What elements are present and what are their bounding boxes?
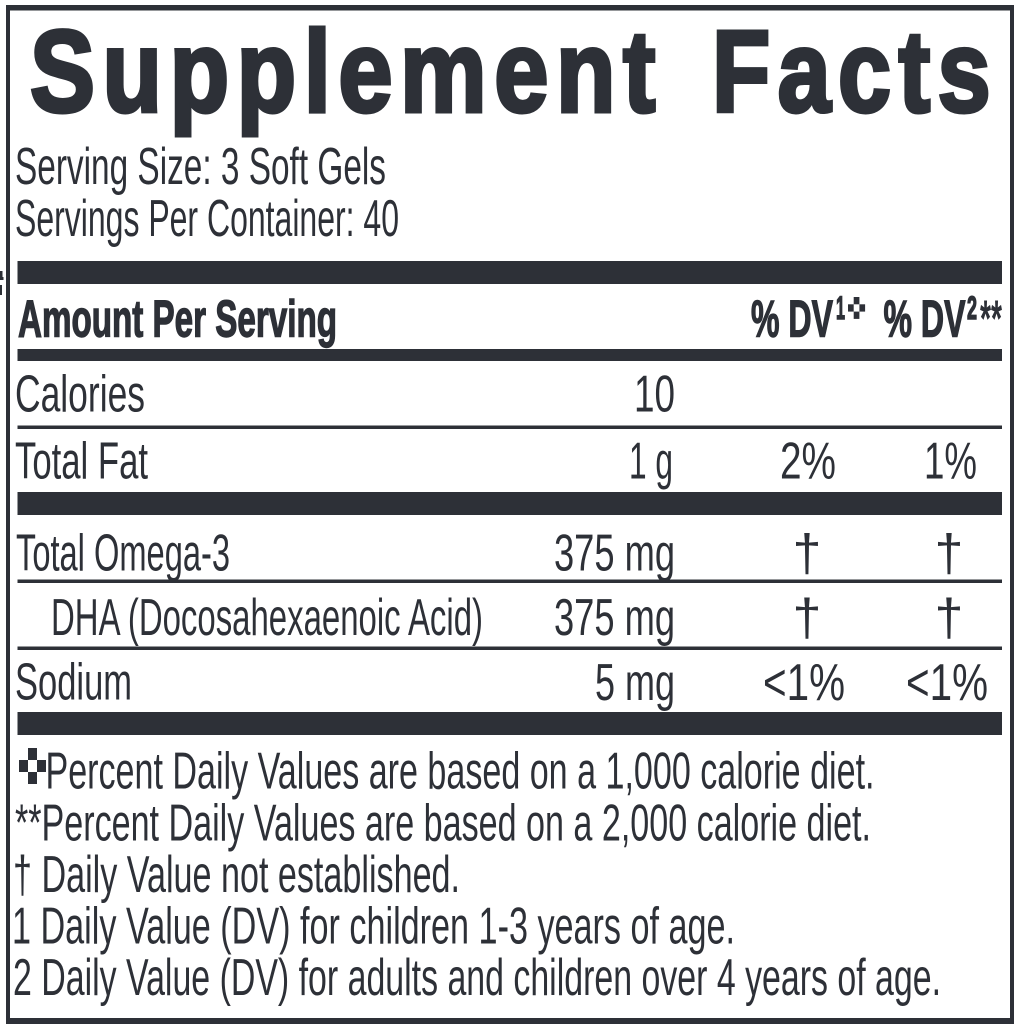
svg-text:Facts: Facts [712,7,998,137]
svg-text:2%: 2% [780,433,836,491]
svg-text:1: 1 [836,290,845,326]
svg-text:5 mg: 5 mg [595,654,675,712]
svg-text:† Daily Value not established.: † Daily Value not established. [13,846,460,904]
svg-text:DHA (Docosahexaenoic Acid): DHA (Docosahexaenoic Acid) [51,589,483,647]
svg-text:<1%: <1% [763,654,845,712]
svg-text:Percent Daily Values are based: Percent Daily Values are based on a 1,00… [46,743,875,801]
svg-text:Sodium: Sodium [15,654,132,712]
svg-text:1 Daily Value (DV) for childre: 1 Daily Value (DV) for children 1-3 year… [12,898,735,956]
svg-text:375 mg: 375 mg [554,525,675,583]
svg-text:†: † [793,525,822,583]
svg-text:†: † [935,525,964,583]
svg-text:% DV: % DV [751,291,833,349]
svg-text:1%: 1% [924,433,977,491]
svg-text:10: 10 [634,366,675,424]
svg-text:**Percent Daily Values are bas: **Percent Daily Values are based on a 2,… [15,795,871,853]
svg-text:1 g: 1 g [629,433,673,491]
svg-text:375 mg: 375 mg [554,589,675,647]
svg-text:**: ** [980,291,1002,349]
svg-text:2 Daily Value (DV) for adults: 2 Daily Value (DV) for adults and childr… [13,949,941,1007]
svg-text:Serving Size: 3 Soft Gels: Serving Size: 3 Soft Gels [15,138,386,196]
svg-text:Calories: Calories [15,366,145,424]
svg-text:†: † [793,589,822,647]
svg-text:2: 2 [967,290,977,326]
svg-text:Total Fat: Total Fat [15,433,148,491]
svg-text:Supplement: Supplement [30,7,663,137]
svg-text:Servings Per Container: 40: Servings Per Container: 40 [15,190,399,248]
svg-text:Amount Per Serving: Amount Per Serving [18,291,337,349]
svg-text:Total Omega-3: Total Omega-3 [16,525,230,583]
svg-text:<1%: <1% [906,654,988,712]
svg-text:% DV: % DV [884,291,966,349]
svg-text:†: † [935,589,964,647]
